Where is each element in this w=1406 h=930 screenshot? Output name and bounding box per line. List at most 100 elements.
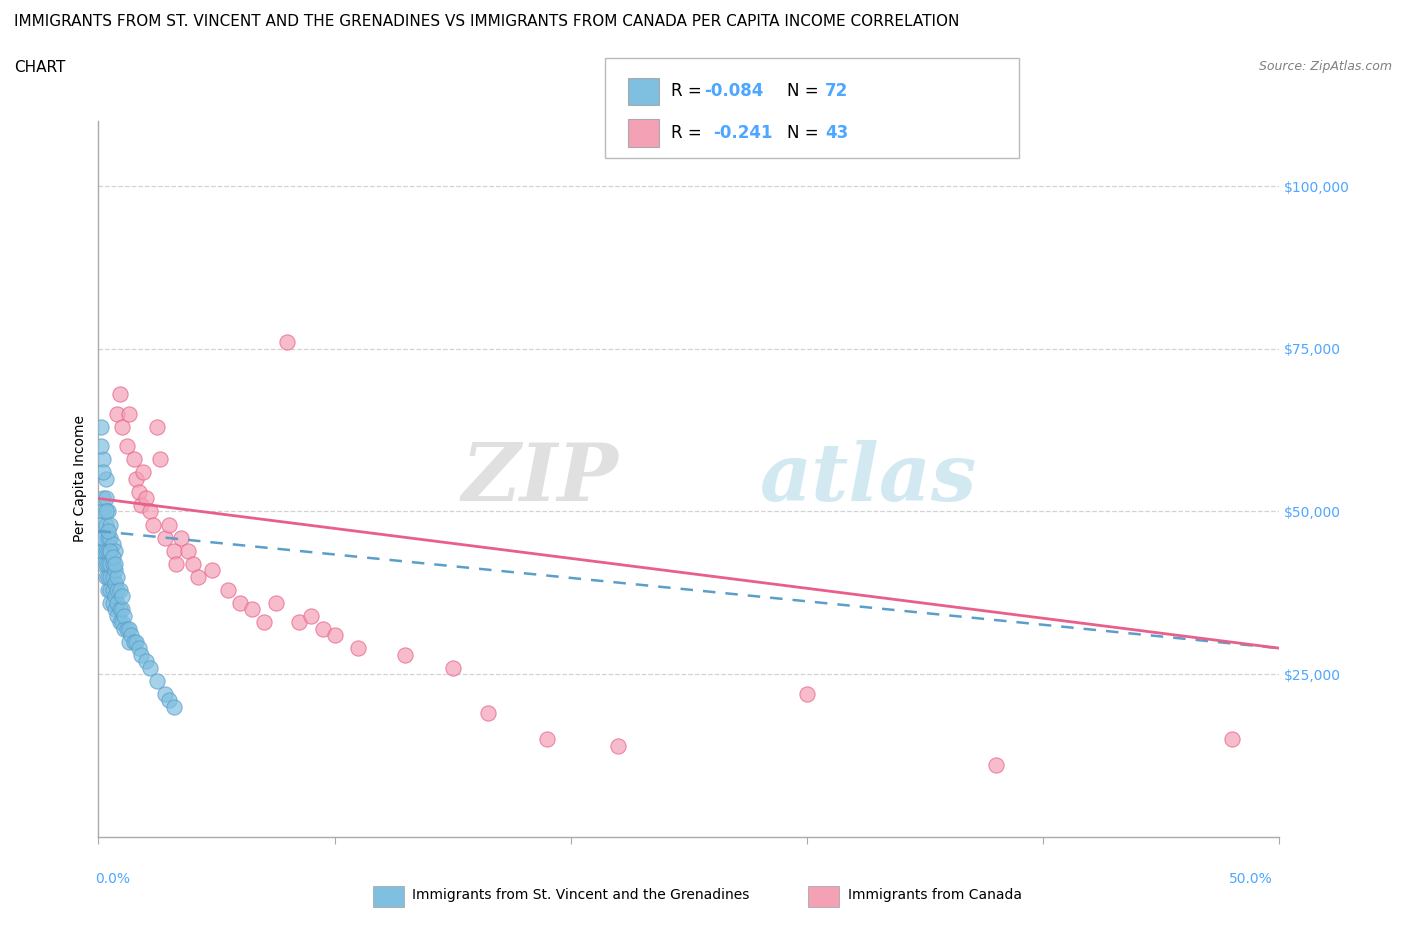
Point	[323, 628, 346, 643]
Point	[91, 465, 114, 480]
Point	[94, 517, 117, 532]
Point	[108, 387, 131, 402]
Point	[796, 686, 818, 701]
Text: ZIP: ZIP	[461, 440, 619, 518]
Point	[91, 530, 114, 545]
Point	[146, 419, 169, 434]
Point	[90, 439, 112, 454]
Point	[153, 530, 176, 545]
Point	[91, 452, 114, 467]
Point	[181, 556, 204, 571]
Text: Source: ZipAtlas.com: Source: ZipAtlas.com	[1258, 60, 1392, 73]
Point	[101, 595, 124, 610]
Point	[149, 452, 172, 467]
Point	[94, 569, 117, 584]
Point	[118, 406, 141, 421]
Point	[1220, 732, 1243, 747]
Y-axis label: Per Capita Income: Per Capita Income	[73, 416, 87, 542]
Point	[94, 556, 117, 571]
Point	[91, 491, 114, 506]
Point	[229, 595, 252, 610]
Point	[165, 556, 187, 571]
Point	[276, 335, 298, 350]
Text: 0.0%: 0.0%	[96, 872, 131, 886]
Point	[394, 647, 416, 662]
Point	[312, 621, 335, 636]
Point	[111, 615, 134, 630]
Point	[90, 543, 112, 558]
Text: 72: 72	[825, 83, 849, 100]
Point	[90, 419, 112, 434]
Point	[122, 452, 145, 467]
Point	[477, 706, 499, 721]
Point	[105, 569, 128, 584]
Point	[984, 758, 1007, 773]
Point	[111, 589, 134, 604]
Point	[170, 530, 193, 545]
Point	[163, 543, 186, 558]
Point	[98, 556, 121, 571]
Point	[104, 576, 127, 591]
Point	[125, 634, 148, 649]
Point	[105, 595, 128, 610]
Point	[125, 472, 148, 486]
Point	[112, 608, 135, 623]
Point	[441, 660, 464, 675]
Text: atlas: atlas	[759, 440, 977, 518]
Point	[146, 673, 169, 688]
Point	[129, 647, 152, 662]
Point	[240, 602, 263, 617]
Point	[91, 543, 114, 558]
Point	[104, 543, 127, 558]
Point	[132, 465, 155, 480]
Point	[122, 634, 145, 649]
Point	[201, 563, 224, 578]
Point	[347, 641, 370, 656]
Point	[157, 517, 180, 532]
Text: N =: N =	[787, 125, 824, 142]
Point	[98, 543, 121, 558]
Point	[101, 537, 124, 551]
Point	[128, 485, 150, 499]
Point	[135, 654, 157, 669]
Point	[90, 530, 112, 545]
Point	[104, 556, 127, 571]
Point	[105, 582, 128, 597]
Point	[108, 615, 131, 630]
Point	[97, 569, 120, 584]
Point	[94, 504, 117, 519]
Point	[91, 504, 114, 519]
Point	[97, 582, 120, 597]
Point	[98, 582, 121, 597]
Point	[94, 543, 117, 558]
Point	[98, 543, 121, 558]
Point	[177, 543, 200, 558]
Text: 50.0%: 50.0%	[1229, 872, 1272, 886]
Point	[115, 621, 138, 636]
Text: CHART: CHART	[14, 60, 66, 75]
Point	[129, 498, 152, 512]
Point	[108, 602, 131, 617]
Point	[101, 556, 124, 571]
Point	[91, 556, 114, 571]
Point	[94, 472, 117, 486]
Point	[115, 439, 138, 454]
Text: Immigrants from St. Vincent and the Grenadines: Immigrants from St. Vincent and the Gren…	[412, 887, 749, 902]
Point	[97, 504, 120, 519]
Point	[112, 621, 135, 636]
Point	[139, 504, 162, 519]
Point	[264, 595, 287, 610]
Point	[104, 563, 127, 578]
Point	[101, 550, 124, 565]
Text: IMMIGRANTS FROM ST. VINCENT AND THE GRENADINES VS IMMIGRANTS FROM CANADA PER CAP: IMMIGRANTS FROM ST. VINCENT AND THE GREN…	[14, 14, 959, 29]
Point	[299, 608, 322, 623]
Point	[128, 641, 150, 656]
Point	[142, 517, 165, 532]
Point	[98, 595, 121, 610]
Point	[121, 628, 143, 643]
Point	[98, 530, 121, 545]
Point	[536, 732, 558, 747]
Text: Immigrants from Canada: Immigrants from Canada	[848, 887, 1022, 902]
Text: 43: 43	[825, 125, 849, 142]
Point	[118, 621, 141, 636]
